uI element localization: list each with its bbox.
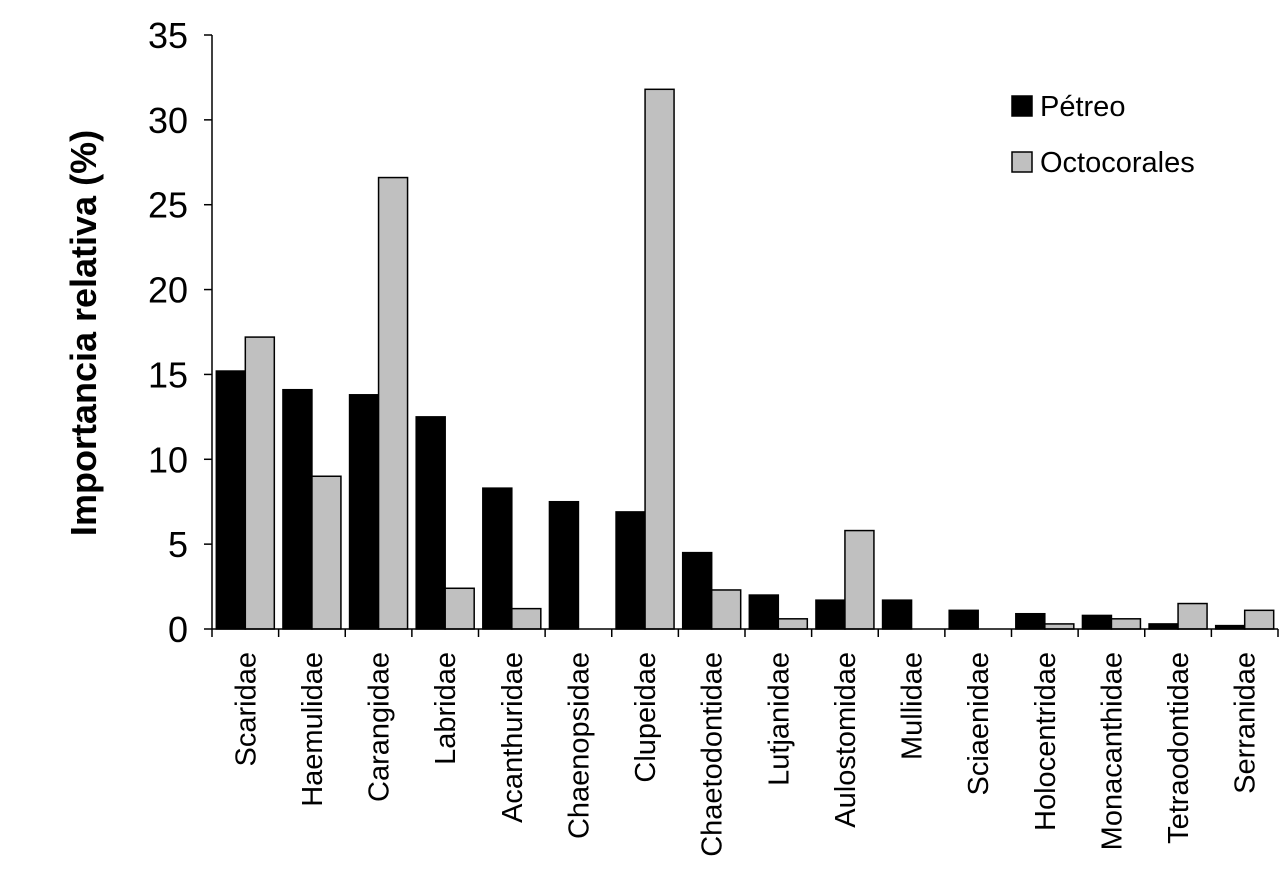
bar-petreo-holocentridae xyxy=(1015,612,1046,630)
x-category-label: Scaridae xyxy=(230,652,262,766)
bar-petreo-sciaenidae xyxy=(948,609,979,630)
legend-swatch-octocorales xyxy=(1011,151,1033,173)
bars-group xyxy=(215,88,1275,630)
y-axis-title: Importancia relativa (%) xyxy=(63,130,104,536)
bar-octocorales-carangidae xyxy=(377,176,409,630)
x-category-label: Carangidae xyxy=(364,652,396,802)
bar-octocorales-chaetodontidae xyxy=(710,589,742,630)
bar-octocorales-haemulidae xyxy=(311,475,342,630)
bar-petreo-mullidae xyxy=(881,599,913,630)
x-category-label: Labridae xyxy=(430,652,462,765)
bar-petreo-labridae xyxy=(415,416,446,630)
x-category-label: Sciaenidae xyxy=(963,652,995,796)
bar-octocorales-serranidae xyxy=(1243,609,1275,630)
bar-octocorales-tetraodontidae xyxy=(1177,602,1208,630)
y-tick-label: 0 xyxy=(168,609,188,650)
legend-label-petreo: Pétreo xyxy=(1040,91,1125,123)
bar-octocorales-scaridae xyxy=(244,336,276,630)
y-tick-label: 20 xyxy=(148,270,188,311)
x-category-label: Serranidae xyxy=(1230,652,1262,794)
bar-petreo-monacanthidae xyxy=(1081,614,1113,630)
legend: Pétreo Octocorales xyxy=(1011,91,1195,179)
bar-octocorales-aulostomidae xyxy=(844,529,875,630)
x-category-label: Aulostomidae xyxy=(830,652,862,828)
y-tick-label: 30 xyxy=(148,100,188,141)
legend-swatch-petreo xyxy=(1011,95,1033,117)
bar-octocorales-holocentridae xyxy=(1044,623,1075,630)
axes xyxy=(211,35,1279,637)
bar-octocorales-monacanthidae xyxy=(1110,618,1142,630)
x-category-label: Holocentridae xyxy=(1030,652,1062,831)
y-tick-label: 5 xyxy=(168,524,188,565)
y-tick-label: 15 xyxy=(148,354,188,395)
x-category-label: Acanthuridae xyxy=(497,652,529,823)
bar-petreo-lutjanidae xyxy=(748,594,780,630)
bar-petreo-haemulidae xyxy=(282,388,313,630)
y-tick-label: 10 xyxy=(148,439,188,480)
y-tick-label: 25 xyxy=(148,185,188,226)
x-category-label: Chaetodontidae xyxy=(697,652,729,857)
bar-petreo-clupeidae xyxy=(615,511,646,630)
legend-label-octocorales: Octocorales xyxy=(1040,147,1195,179)
x-category-label: Mullidae xyxy=(897,652,929,760)
x-category-label: Tetraodontidae xyxy=(1163,652,1195,844)
bar-octocorales-lutjanidae xyxy=(777,618,809,630)
bar-petreo-aulostomidae xyxy=(815,599,846,630)
bar-petreo-chaenopsidae xyxy=(548,500,580,630)
bar-octocorales-clupeidae xyxy=(644,88,675,630)
x-category-label: Clupeidae xyxy=(630,652,662,783)
x-category-label: Chaenopsidae xyxy=(563,652,595,839)
y-tick-label: 35 xyxy=(148,15,188,56)
bar-petreo-tetraodontidae xyxy=(1148,623,1179,630)
x-axis-category-labels: Scaridae Haemulidae Carangidae Labridae Acan… xyxy=(230,652,1261,857)
x-category-label: Lutjanidae xyxy=(763,652,795,786)
x-category-label: Haemulidae xyxy=(297,652,329,807)
bar-petreo-chaetodontidae xyxy=(681,551,713,630)
bar-petreo-carangidae xyxy=(348,394,380,630)
y-axis-ticks: 0 5 10 15 20 25 30 35 xyxy=(148,15,212,650)
x-category-label: Monacanthidae xyxy=(1096,652,1128,850)
bar-petreo-scaridae xyxy=(215,370,247,630)
bar-octocorales-acanthuridae xyxy=(511,607,542,630)
bar-petreo-acanthuridae xyxy=(482,487,513,630)
bar-octocorales-labridae xyxy=(444,587,475,630)
